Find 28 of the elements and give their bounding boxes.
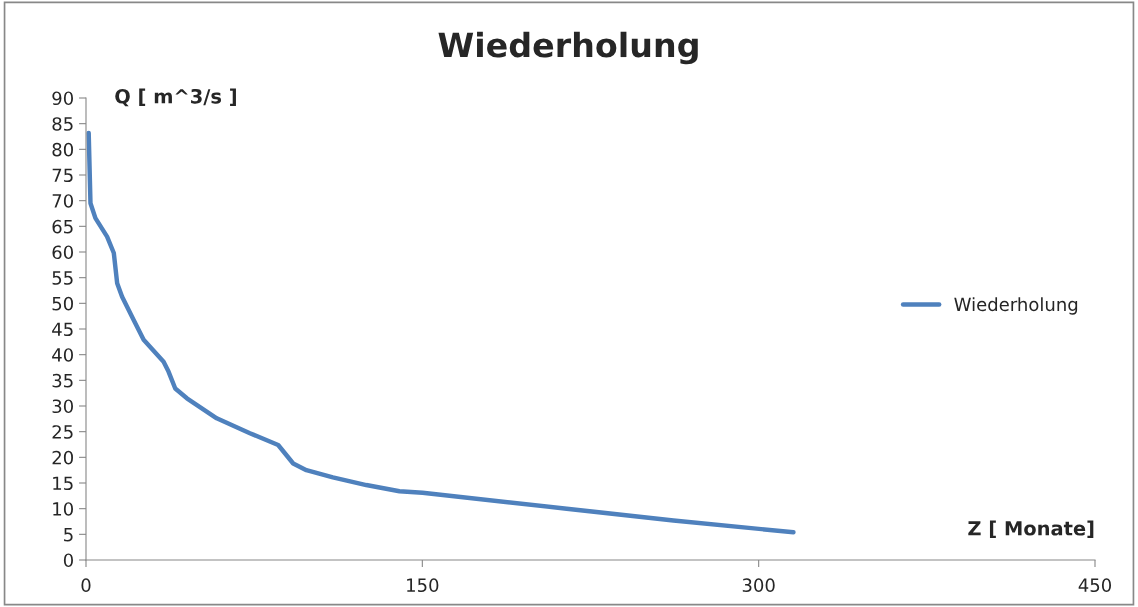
x-axis-title: Z [ Monate] <box>968 520 1094 538</box>
y-tick-label: 35 <box>52 373 73 388</box>
y-tick-label: 0 <box>63 553 73 568</box>
y-tick-label: 40 <box>52 348 73 362</box>
y-tick-label: 5 <box>64 528 73 542</box>
y-axis-title: Q [ m^3/s ] <box>115 88 236 107</box>
y-tick-label: 70 <box>52 194 73 208</box>
x-tick-label: 150 <box>407 578 439 593</box>
y-tick-label: 10 <box>53 502 73 516</box>
y-tick-label: 45 <box>52 322 73 337</box>
line-series <box>86 130 796 535</box>
x-tick-label: 300 <box>742 578 775 593</box>
y-tick-label: 65 <box>52 219 73 234</box>
y-tick-label: 85 <box>52 117 73 131</box>
y-tick-label: 75 <box>52 168 73 183</box>
x-tick-label: 0 <box>81 578 91 593</box>
chart-title: Wiederholung <box>438 31 698 65</box>
y-tick-label: 55 <box>52 271 73 285</box>
y-tick-label: 60 <box>52 245 73 260</box>
y-tick-label: 15 <box>53 476 73 491</box>
x-tick-label: 450 <box>1078 578 1112 593</box>
y-tick-label: 90 <box>52 91 73 106</box>
y-tick-label: 25 <box>52 425 73 439</box>
legend-label: Wiederholung <box>954 297 1078 315</box>
y-tick-label: 30 <box>52 399 73 414</box>
y-tick-label: 50 <box>52 296 73 311</box>
y-tick-label: 80 <box>52 142 73 157</box>
y-tick-label: 20 <box>52 450 73 465</box>
